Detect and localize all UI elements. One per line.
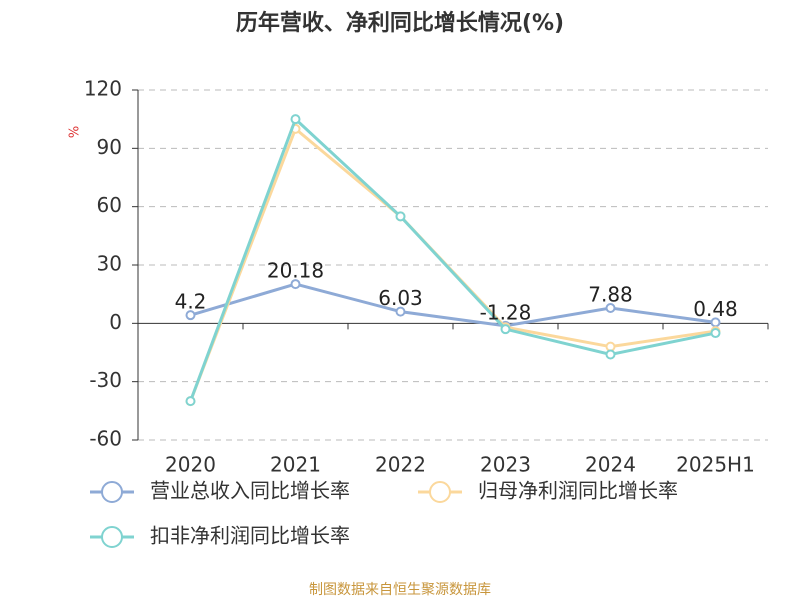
data-label: 4.2 [175, 290, 207, 314]
data-point [290, 114, 301, 125]
x-tick-label: 2023 [480, 453, 531, 477]
data-point [500, 324, 511, 335]
legend-label: 归母净利润同比增长率 [478, 479, 678, 503]
data-label: 7.88 [588, 283, 633, 307]
data-point [290, 279, 301, 290]
data-label: 6.03 [378, 286, 423, 310]
y-tick-label: 120 [84, 77, 122, 101]
data-point [185, 310, 196, 321]
x-tick-label: 2025H1 [676, 453, 755, 477]
x-tick-label: 2024 [585, 453, 636, 477]
legend-marker [101, 481, 123, 503]
y-tick-label: 60 [97, 193, 122, 217]
y-tick-label: 30 [97, 252, 122, 276]
x-tick-label: 2021 [270, 453, 321, 477]
source-note: 制图数据来自恒生聚源数据库 [309, 582, 491, 598]
series-line [190, 282, 716, 328]
y-tick-label: -30 [89, 368, 122, 392]
chart-title: 历年营收、净利同比增长情况(%) [236, 10, 564, 36]
y-axis-label: % [68, 126, 83, 138]
y-tick-label: 0 [109, 310, 122, 334]
data-label: 0.48 [693, 297, 738, 321]
y-tick-label: 90 [97, 135, 122, 159]
series-line [189, 116, 716, 402]
data-point [710, 328, 721, 339]
y-tick-label: -60 [89, 427, 122, 451]
data-point [605, 303, 616, 314]
data-point [605, 349, 616, 360]
data-label: -1.28 [480, 300, 532, 324]
x-tick-label: 2020 [165, 453, 216, 477]
legend-label: 营业总收入同比增长率 [150, 479, 350, 503]
data-point [395, 211, 406, 222]
x-tick-label: 2022 [375, 453, 426, 477]
data-label: 20.18 [267, 259, 324, 283]
legend-label: 扣非净利润同比增长率 [150, 524, 350, 548]
legend-marker [101, 526, 123, 548]
legend-marker [429, 481, 451, 503]
data-point [395, 306, 406, 317]
data-point [185, 396, 196, 407]
